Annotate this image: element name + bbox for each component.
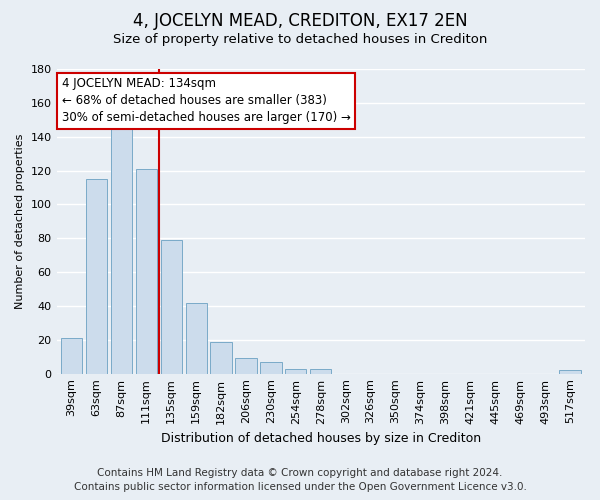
Bar bbox=[285, 368, 307, 374]
Bar bbox=[61, 338, 82, 374]
Bar bbox=[161, 240, 182, 374]
Text: 4, JOCELYN MEAD, CREDITON, EX17 2EN: 4, JOCELYN MEAD, CREDITON, EX17 2EN bbox=[133, 12, 467, 30]
Text: Size of property relative to detached houses in Crediton: Size of property relative to detached ho… bbox=[113, 32, 487, 46]
Text: Contains HM Land Registry data © Crown copyright and database right 2024.
Contai: Contains HM Land Registry data © Crown c… bbox=[74, 468, 526, 492]
Bar bbox=[111, 126, 132, 374]
X-axis label: Distribution of detached houses by size in Crediton: Distribution of detached houses by size … bbox=[161, 432, 481, 445]
Bar bbox=[559, 370, 581, 374]
Bar bbox=[86, 179, 107, 374]
Bar bbox=[310, 368, 331, 374]
Bar bbox=[185, 302, 207, 374]
Bar bbox=[260, 362, 281, 374]
Text: 4 JOCELYN MEAD: 134sqm
← 68% of detached houses are smaller (383)
30% of semi-de: 4 JOCELYN MEAD: 134sqm ← 68% of detached… bbox=[62, 78, 350, 124]
Y-axis label: Number of detached properties: Number of detached properties bbox=[15, 134, 25, 309]
Bar bbox=[211, 342, 232, 374]
Bar bbox=[136, 169, 157, 374]
Bar bbox=[235, 358, 257, 374]
